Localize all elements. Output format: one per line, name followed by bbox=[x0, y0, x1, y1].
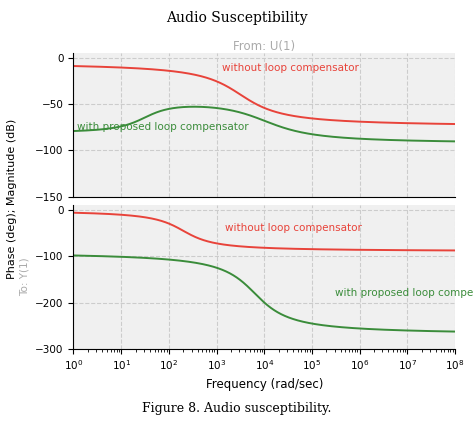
Text: without loop compensator: without loop compensator bbox=[225, 223, 362, 233]
Text: Phase (deg); Magnitude (dB): Phase (deg); Magnitude (dB) bbox=[7, 119, 17, 279]
Y-axis label: To: Y(1): To: Y(1) bbox=[20, 258, 30, 297]
Text: Audio Susceptibility: Audio Susceptibility bbox=[166, 11, 308, 25]
Text: with proposed loop compensator: with proposed loop compensator bbox=[77, 122, 249, 132]
X-axis label: Frequency (rad/sec): Frequency (rad/sec) bbox=[206, 378, 323, 391]
Title: From: U(1): From: U(1) bbox=[233, 40, 295, 53]
Text: without loop compensator: without loop compensator bbox=[222, 63, 359, 74]
Text: with proposed loop compensator: with proposed loop compensator bbox=[335, 288, 474, 298]
Text: Figure 8. Audio susceptibility.: Figure 8. Audio susceptibility. bbox=[142, 401, 332, 415]
